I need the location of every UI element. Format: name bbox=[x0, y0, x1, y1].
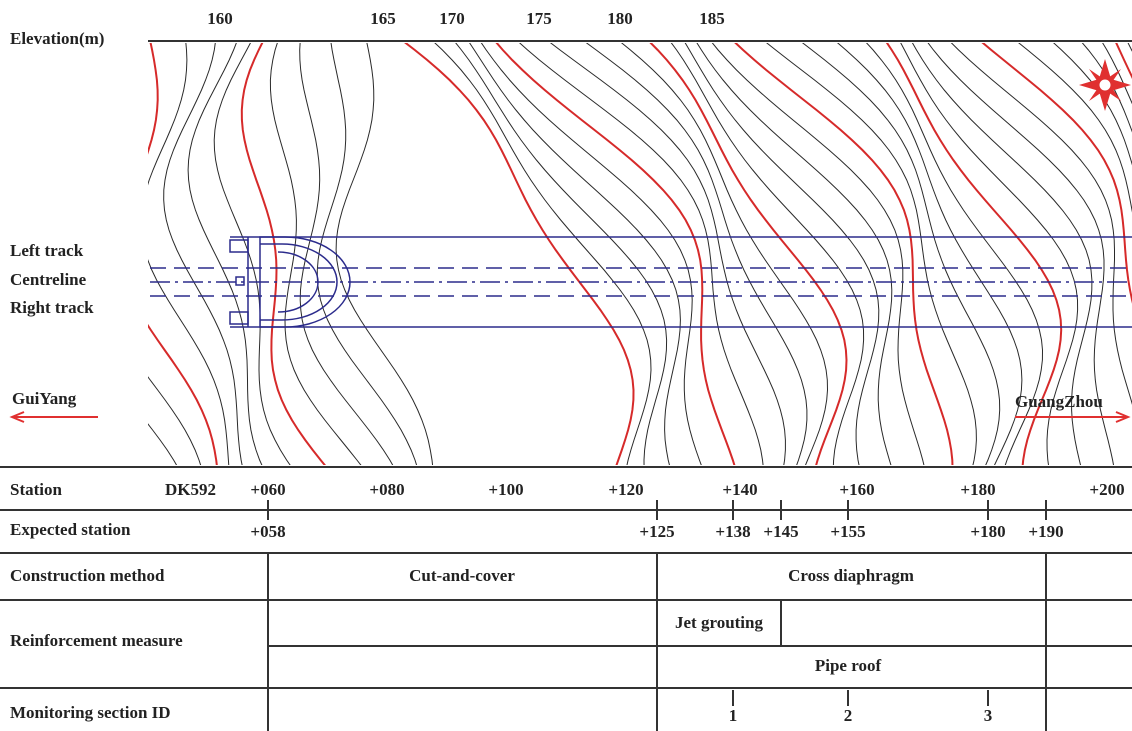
drawing: Elevation(m) Left track Centreline Right… bbox=[0, 0, 1132, 731]
contour bbox=[583, 40, 807, 470]
method: Cross diaphragm bbox=[788, 566, 914, 585]
contour bbox=[102, 40, 203, 470]
expected-station-tick: +145 bbox=[763, 522, 798, 541]
expected-station-tick: +190 bbox=[1028, 522, 1063, 541]
contour bbox=[317, 40, 418, 470]
elevation-tick: 170 bbox=[439, 9, 465, 28]
contour bbox=[1115, 40, 1132, 470]
station-tick: +160 bbox=[839, 480, 874, 499]
station-prefix: DK592 bbox=[165, 480, 216, 499]
table: Station DK592 Expected station Construct… bbox=[0, 467, 1132, 731]
west-arrow bbox=[12, 412, 98, 422]
monitoring-label: Monitoring section ID bbox=[10, 703, 171, 722]
contour bbox=[618, 40, 827, 470]
station-tick: +080 bbox=[369, 480, 404, 499]
contour bbox=[468, 40, 681, 470]
expected-station-tick: +180 bbox=[970, 522, 1005, 541]
contour bbox=[432, 40, 651, 470]
station-label: Station bbox=[10, 480, 63, 499]
method: Cut-and-cover bbox=[409, 566, 515, 585]
contour bbox=[732, 40, 952, 470]
contour bbox=[763, 40, 976, 470]
measure: Pipe roof bbox=[815, 656, 882, 675]
contour bbox=[242, 40, 329, 470]
contour bbox=[834, 40, 1022, 470]
contour bbox=[214, 40, 293, 470]
contour bbox=[164, 40, 243, 470]
station-tick: +140 bbox=[722, 480, 757, 499]
contour bbox=[84, 40, 180, 470]
elevation-tick: 160 bbox=[207, 9, 233, 28]
measure: Jet grouting bbox=[675, 613, 763, 632]
left-track-label: Left track bbox=[10, 241, 84, 260]
station-tick: +200 bbox=[1089, 480, 1124, 499]
expected-station-tick: +058 bbox=[250, 522, 285, 541]
expected-station-label: Expected station bbox=[10, 520, 131, 539]
west-label: GuiYang bbox=[12, 389, 77, 408]
construction-method-label: Construction method bbox=[10, 566, 165, 585]
expected-station-tick: +125 bbox=[639, 522, 674, 541]
elevation-tick: 180 bbox=[607, 9, 633, 28]
right-track-label: Right track bbox=[10, 298, 94, 317]
section-id: 2 bbox=[844, 706, 853, 725]
contour bbox=[402, 40, 634, 470]
elevation-label: Elevation(m) bbox=[10, 29, 104, 48]
elevation-tick: 165 bbox=[370, 9, 396, 28]
centreline-label: Centreline bbox=[10, 270, 87, 289]
contour bbox=[648, 40, 847, 470]
section-id: 3 bbox=[984, 706, 993, 725]
contour bbox=[1127, 40, 1132, 470]
elevation-tick: 185 bbox=[699, 9, 725, 28]
expected-station-tick: +155 bbox=[830, 522, 865, 541]
station-tick: +120 bbox=[608, 480, 643, 499]
contour bbox=[494, 40, 736, 470]
reinforcement-label: Reinforcement measure bbox=[10, 631, 183, 650]
east-label: GuangZhou bbox=[1015, 392, 1103, 411]
station-tick: +060 bbox=[250, 480, 285, 499]
contour bbox=[516, 40, 763, 470]
section-id: 1 bbox=[729, 706, 738, 725]
expected-station-tick: +138 bbox=[715, 522, 750, 541]
station-tick: +180 bbox=[960, 480, 995, 499]
tunnel bbox=[150, 237, 1132, 327]
contour bbox=[710, 40, 925, 470]
elevation-tick: 175 bbox=[526, 9, 552, 28]
contour bbox=[336, 40, 433, 470]
station-tick: +100 bbox=[488, 480, 523, 499]
north-arrow bbox=[1079, 59, 1131, 111]
contours bbox=[0, 40, 1132, 470]
